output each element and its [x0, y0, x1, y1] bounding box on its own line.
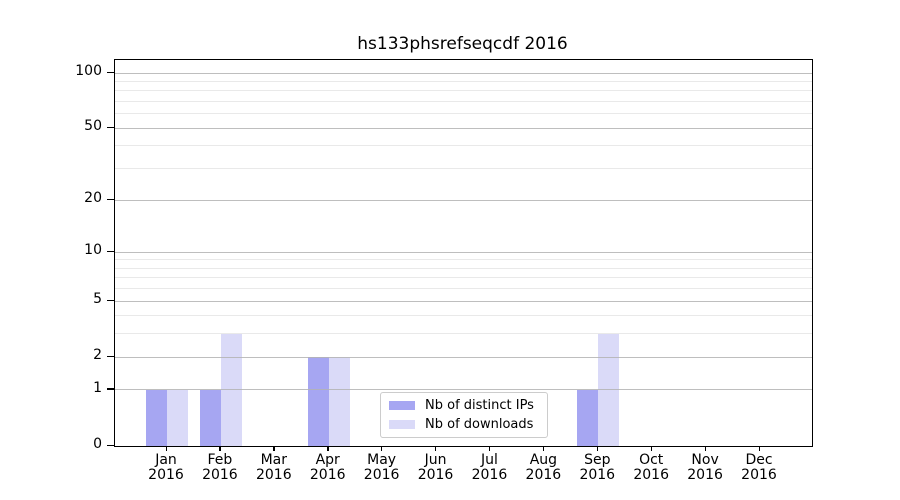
- x-axis-tick-may: [381, 446, 383, 451]
- x-axis-label-may: May 2016: [342, 453, 422, 483]
- gridline-minor-3: [115, 333, 812, 335]
- x-axis-label-mar: Mar 2016: [234, 453, 314, 483]
- y-axis-tick-100: [107, 71, 114, 73]
- x-axis-tick-nov: [704, 446, 706, 451]
- gridline-minor-30: [115, 168, 812, 170]
- x-axis-tick-sep: [596, 446, 599, 451]
- y-axis-tick-50: [107, 126, 114, 129]
- gridline-minor-6: [115, 288, 812, 290]
- x-axis-year-apr: 2016: [309, 467, 346, 483]
- x-axis-tick-jan: [165, 446, 167, 451]
- x-axis-year-nov: 2016: [687, 467, 723, 483]
- x-axis-year-sep: 2016: [579, 467, 616, 483]
- gridline-minor-4: [115, 315, 812, 317]
- bar-distinct-ips-jan: [146, 389, 167, 446]
- x-axis-tick-apr: [327, 446, 329, 451]
- x-axis-month-apr: Apr: [315, 452, 340, 468]
- bar-downloads-jan: [167, 389, 188, 446]
- y-axis-label-5: 5: [93, 291, 102, 308]
- gridline-minor-9: [115, 259, 812, 261]
- gridline-major-2: [115, 356, 812, 358]
- x-axis-tick-feb: [219, 446, 221, 451]
- x-axis-year-oct: 2016: [633, 467, 669, 483]
- gridline-minor-8: [115, 267, 812, 269]
- x-axis-month-dec: Dec: [745, 452, 773, 468]
- gridline-minor-7: [115, 277, 812, 279]
- x-axis-month-jan: Jan: [155, 452, 177, 468]
- x-axis-year-dec: 2016: [741, 467, 777, 483]
- x-axis-month-mar: Mar: [260, 452, 288, 468]
- gridline-major-100: [115, 72, 812, 74]
- x-axis-month-oct: Oct: [639, 452, 664, 468]
- x-axis-year-may: 2016: [363, 467, 400, 483]
- x-axis-tick-aug: [542, 446, 545, 451]
- x-axis-year-jan: 2016: [148, 467, 184, 483]
- gridline-minor-40: [115, 145, 812, 147]
- x-axis-year-feb: 2016: [202, 467, 238, 483]
- x-axis-year-aug: 2016: [525, 467, 562, 483]
- legend-swatch-downloads: [389, 420, 415, 429]
- gridline-minor-90: [115, 81, 812, 83]
- x-axis-label-nov: Nov 2016: [665, 453, 745, 483]
- x-axis-tick-jul: [488, 446, 491, 451]
- y-axis-label-10: 10: [84, 242, 102, 259]
- x-axis-tick-dec: [758, 446, 760, 451]
- bar-distinct-ips-apr: [307, 357, 329, 446]
- y-axis-label-100: 100: [75, 63, 102, 80]
- x-axis-month-jul: Jul: [481, 452, 498, 468]
- gridline-major-1: [115, 389, 812, 391]
- y-axis-label-2: 2: [93, 347, 102, 364]
- x-axis-label-sep: Sep 2016: [557, 453, 637, 483]
- x-axis-label-jan: Jan 2016: [126, 453, 206, 483]
- legend-row-distinct-ips: Nb of distinct IPs: [381, 398, 547, 413]
- x-axis-month-aug: Aug: [529, 452, 558, 468]
- y-axis-label-1: 1: [93, 379, 102, 396]
- y-axis-tick-5: [107, 299, 114, 302]
- legend-label-downloads: Nb of downloads: [425, 417, 534, 432]
- x-axis-tick-oct: [650, 446, 652, 451]
- x-axis-label-jul: Jul 2016: [449, 453, 529, 483]
- x-axis-label-aug: Aug 2016: [503, 453, 583, 483]
- gridline-major-20: [115, 199, 812, 201]
- gridline-major-5: [115, 300, 812, 302]
- y-axis-label-0: 0: [93, 436, 102, 452]
- y-axis-label-20: 20: [84, 190, 102, 206]
- x-axis-year-mar: 2016: [255, 467, 292, 483]
- bar-downloads-apr: [328, 357, 350, 446]
- gridline-major-10: [115, 251, 812, 253]
- y-axis-tick-0: [107, 444, 114, 446]
- x-axis-month-feb: Feb: [207, 452, 233, 468]
- x-axis-year-jun: 2016: [417, 467, 454, 483]
- x-axis-label-oct: Oct 2016: [611, 453, 691, 483]
- legend-label-distinct-ips: Nb of distinct IPs: [425, 398, 534, 413]
- gridline-minor-60: [115, 113, 812, 115]
- y-axis-tick-2: [107, 355, 114, 358]
- y-axis-tick-1: [107, 388, 114, 390]
- plot-area: Nb of distinct IPs Nb of downloads: [114, 59, 813, 447]
- x-axis-month-sep: Sep: [584, 452, 611, 468]
- x-axis-label-jun: Jun 2016: [396, 453, 476, 483]
- x-axis-month-may: May: [367, 452, 397, 468]
- x-axis-label-apr: Apr 2016: [288, 453, 368, 483]
- legend-row-downloads: Nb of downloads: [381, 417, 547, 432]
- legend: Nb of distinct IPs Nb of downloads: [380, 392, 548, 438]
- x-axis-label-dec: Dec 2016: [719, 453, 799, 483]
- x-axis-tick-mar: [273, 446, 275, 451]
- y-axis-tick-10: [107, 250, 114, 253]
- bar-distinct-ips-feb: [199, 389, 221, 446]
- x-axis-month-jun: Jun: [424, 452, 447, 468]
- x-axis-year-jul: 2016: [471, 467, 508, 483]
- x-axis-tick-jun: [435, 446, 437, 451]
- bar-distinct-ips-sep: [577, 389, 599, 446]
- legend-swatch-distinct-ips: [389, 401, 415, 410]
- x-axis-month-nov: Nov: [691, 452, 719, 468]
- y-axis-label-50: 50: [84, 118, 102, 135]
- gridline-major-50: [115, 127, 812, 129]
- gridline-minor-80: [115, 90, 812, 92]
- y-axis-tick-20: [107, 198, 114, 200]
- gridline-minor-70: [115, 101, 812, 103]
- chart-title: hs133phsrefseqcdf 2016: [357, 34, 568, 54]
- x-axis-label-feb: Feb 2016: [180, 453, 260, 483]
